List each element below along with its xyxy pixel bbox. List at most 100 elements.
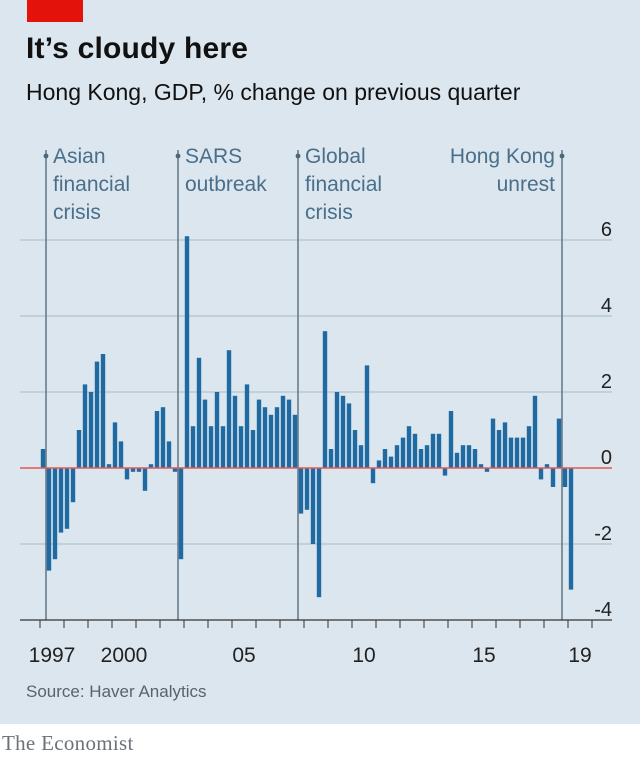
bar	[568, 468, 574, 590]
bar	[268, 414, 274, 468]
x-tick-label: 15	[472, 644, 495, 667]
bar	[346, 403, 352, 468]
bar	[430, 433, 436, 468]
bar	[148, 464, 154, 468]
bar	[112, 422, 118, 468]
x-tick-label: 10	[352, 644, 375, 667]
brand-accent-bar	[27, 0, 83, 22]
bar	[388, 456, 394, 468]
bar	[286, 399, 292, 468]
bar	[358, 445, 364, 468]
x-tick-label: 05	[232, 644, 255, 667]
bar	[556, 418, 562, 468]
bar	[184, 236, 190, 468]
annotation-label: outbreak	[185, 173, 267, 196]
bar	[508, 437, 514, 468]
bar	[514, 437, 520, 468]
bar	[220, 426, 226, 468]
annotation-label: unrest	[497, 173, 556, 196]
bar	[502, 422, 508, 468]
bar	[196, 357, 202, 468]
bar	[88, 392, 94, 468]
brand-wordmark: The Economist	[2, 731, 134, 755]
bar	[310, 468, 316, 544]
bar	[352, 430, 358, 468]
y-tick-label: 0	[601, 447, 612, 469]
bar	[472, 449, 478, 468]
y-tick-label: 6	[601, 219, 612, 241]
bar	[376, 460, 382, 468]
bar	[40, 449, 46, 468]
bar	[238, 426, 244, 468]
bar	[154, 411, 160, 468]
bar	[322, 331, 328, 468]
bar-series	[40, 236, 574, 598]
bar	[412, 433, 418, 468]
bar	[208, 426, 214, 468]
bar	[304, 468, 310, 510]
bar	[166, 441, 172, 468]
annotation-label: crisis	[53, 201, 101, 224]
bar	[328, 449, 334, 468]
bar	[424, 445, 430, 468]
bar	[76, 430, 82, 468]
y-tick-label: -2	[594, 523, 612, 545]
bar	[46, 468, 52, 571]
bar	[178, 468, 184, 560]
bar	[418, 449, 424, 468]
bar	[448, 411, 454, 468]
bar	[142, 468, 148, 491]
bar	[298, 468, 304, 514]
bar	[460, 445, 466, 468]
bar	[478, 464, 484, 468]
bar	[400, 437, 406, 468]
bar	[526, 426, 532, 468]
bar	[172, 468, 178, 472]
bar	[442, 468, 448, 476]
bar	[394, 445, 400, 468]
bar	[52, 468, 58, 560]
bar	[136, 468, 142, 472]
x-tick-label: 1997	[29, 644, 76, 667]
bar	[532, 395, 538, 468]
bar	[316, 468, 322, 598]
annotation-label: financial	[305, 173, 382, 196]
chart-plot: Asian financial crisis SARS outbreak Global fi…	[20, 145, 612, 667]
bar	[280, 395, 286, 468]
bar	[94, 361, 100, 468]
chart-title: It’s cloudy here	[26, 32, 249, 65]
bar	[100, 354, 106, 468]
y-tick-label: 2	[601, 371, 612, 393]
bar	[118, 441, 124, 468]
bar	[544, 464, 550, 468]
bar	[490, 418, 496, 468]
x-tick-label: 19	[568, 644, 591, 667]
bar	[496, 430, 502, 468]
annotation-label: Hong Kong	[450, 145, 555, 168]
annotation-label: crisis	[305, 201, 353, 224]
bar	[130, 468, 136, 472]
bar	[64, 468, 70, 529]
source-note: Source: Haver Analytics	[26, 682, 207, 701]
bar	[106, 464, 112, 468]
bar	[190, 426, 196, 468]
annotation-dot	[295, 153, 301, 159]
annotation-dot	[43, 153, 49, 159]
bar	[58, 468, 64, 533]
bar	[520, 437, 526, 468]
bar	[334, 392, 340, 468]
bar	[274, 407, 280, 468]
annotation-label: Asian	[53, 145, 106, 168]
event-annotations: Asian financial crisis SARS outbreak Global fi…	[43, 145, 565, 620]
bar	[202, 399, 208, 468]
bar	[466, 445, 472, 468]
bar	[70, 468, 76, 503]
bar	[262, 407, 268, 468]
bar	[82, 384, 88, 468]
x-axis: 1997 2000 05 10 15 19	[20, 619, 612, 667]
bar	[484, 468, 490, 472]
bar	[454, 452, 460, 468]
bar	[256, 399, 262, 468]
bar	[550, 468, 556, 487]
bar	[562, 468, 568, 487]
